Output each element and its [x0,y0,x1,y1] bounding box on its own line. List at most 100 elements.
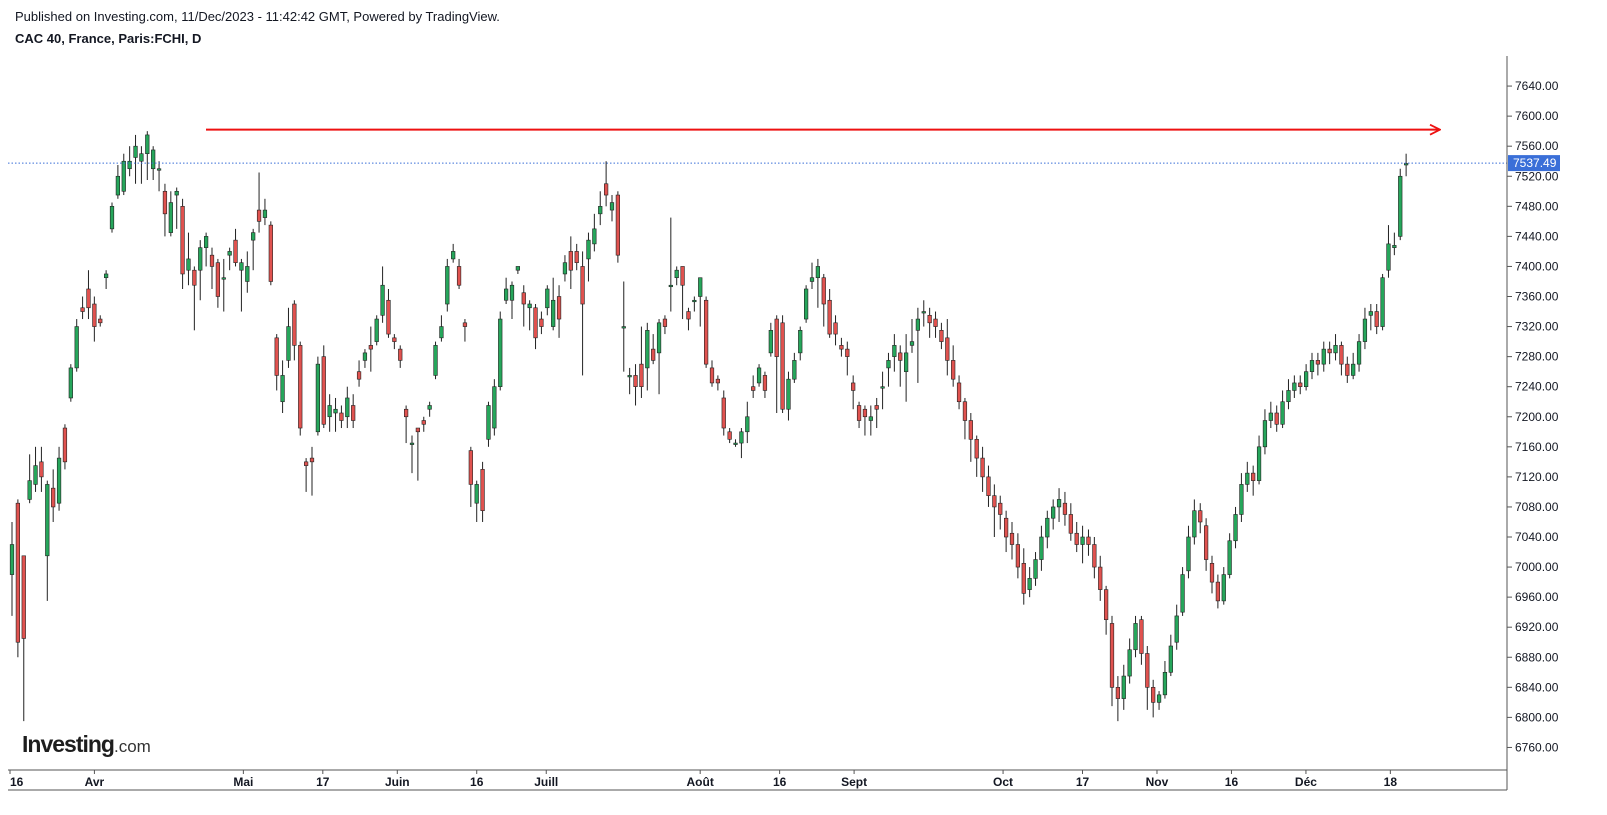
candle [898,345,903,387]
candle-body-up [627,375,632,378]
candle-body-down [998,502,1003,515]
candle [180,198,185,289]
candle-body-down [945,337,950,361]
candle [574,243,579,271]
candle-body-up [115,175,120,196]
candle-body-down [721,397,726,429]
candle [609,195,615,222]
candle [445,258,450,312]
candle [539,311,544,335]
candle-body-up [127,160,132,170]
candle-body-down [851,382,856,391]
candle-body-up [1286,390,1291,403]
candle [580,251,585,376]
candle-body-up [609,202,615,211]
candle-body-down [162,190,168,215]
x-tick-label: Avr [85,775,105,789]
candle [686,307,691,331]
candle [133,134,138,184]
candle-body-up [492,386,497,429]
candle [392,334,397,350]
candle-body-up [886,360,891,369]
candle [586,232,591,282]
candle [992,484,997,538]
candle-body-up [1162,671,1168,696]
candle-body-down [15,502,20,643]
candle-body-down [533,307,538,339]
candle [1298,375,1303,395]
x-tick-label: 16 [10,775,24,789]
x-tick-label: Juin [385,775,410,789]
candle [1356,334,1362,372]
candle-body-up [1033,559,1038,579]
published-note: Published on Investing.com, 11/Dec/2023 … [15,9,500,24]
candle [1245,461,1250,492]
y-tick-label: 7640.00 [1515,79,1559,93]
candle [798,326,803,361]
candle [504,277,509,305]
candle-body-down [856,405,862,421]
candle-body-up [733,442,738,445]
candle [1209,555,1215,594]
candle-body-up [198,247,203,271]
candle [345,386,350,429]
candle [980,446,985,492]
candle-body-up [1168,645,1173,673]
candle [951,345,956,387]
candle [792,352,797,383]
candle [233,228,238,267]
candle-body-down [986,476,991,496]
candle [592,213,597,252]
candle-body-up [1192,510,1197,538]
y-tick-label: 7000.00 [1515,560,1559,574]
candle [856,401,862,429]
candle-body-down [62,427,68,463]
candle-body-up [451,251,456,260]
candle-body-up [792,360,797,380]
candle [251,228,256,271]
candle [286,307,291,368]
candle-body-down [639,363,644,387]
candle [339,405,344,429]
candle-body-up [809,277,815,282]
candle-body-down [309,457,315,463]
candle [1386,225,1391,278]
x-tick-label: 16 [1225,775,1239,789]
candle-body-down [727,431,732,440]
candle-body-up [892,345,897,357]
candle-body-down [274,337,279,376]
candle-body-down [256,209,262,222]
candle-body-up [104,273,109,279]
candle-body-up [921,311,926,314]
candle [698,277,703,327]
x-axis[interactable]: 16 Avr Mai 17 Juin 16 Juill Août 16 Sept Oct 17 Nov 1… [8,769,1507,791]
candle [139,146,144,184]
candle [715,375,720,391]
candle [33,446,38,492]
candle-body-up [1380,277,1385,327]
candle-body-up [1362,318,1368,342]
candle-body-up [786,378,791,410]
candle [327,394,332,432]
candle [462,319,468,342]
candle-body-up [156,168,162,171]
candle [145,131,150,181]
candle [374,315,379,346]
candle [968,413,973,462]
candle-body-up [527,303,532,309]
candle-body-down [304,461,309,466]
candle-body-up [74,326,79,369]
candle-body-up [804,288,809,320]
candle-body-down [751,386,756,391]
candle-body-up [509,284,515,301]
candle-body-down [662,318,668,327]
candle [304,458,309,492]
candle [1033,552,1038,586]
x-tick-label: 16 [470,775,484,789]
y-axis[interactable]: 7640.00 7600.00 7560.00 7520.00 7480.00 7440.… [1506,56,1559,790]
candle-body-down [839,345,844,350]
candle [1080,525,1085,564]
candle [1339,341,1344,376]
candle-body-up [1309,360,1315,372]
